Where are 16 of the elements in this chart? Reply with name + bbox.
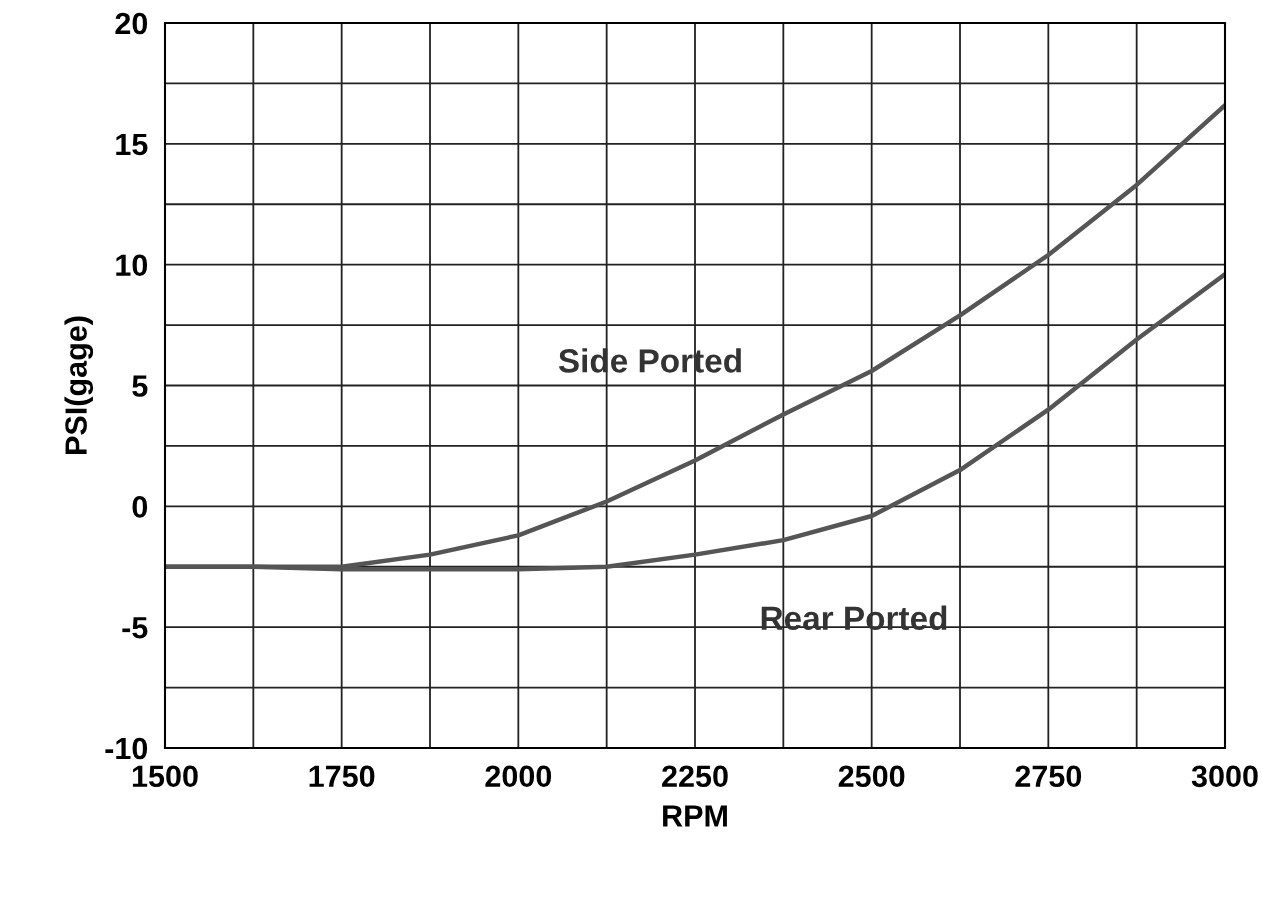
y-tick-label: -5 (122, 617, 148, 639)
x-tick-label: 2000 (485, 765, 552, 788)
x-tick-label: 1750 (309, 765, 375, 788)
y-tick-label: 20 (115, 12, 148, 35)
y-tick-label: 5 (132, 375, 148, 397)
x-tick-label: 2250 (662, 765, 728, 788)
y-tick-label: 15 (116, 133, 148, 156)
y-axis-title: PSI(gage) (64, 316, 94, 454)
x-axis-title: RPM (663, 805, 727, 827)
y-tick-label: 10 (116, 254, 148, 277)
y-tick-label: -10 (105, 737, 148, 760)
y-tick-label: 0 (132, 496, 148, 518)
x-tick-label: 1500 (132, 765, 198, 788)
x-tick-label: 2750 (1015, 765, 1082, 788)
x-tick-label: 2500 (838, 765, 905, 788)
x-tick-label: 3000 (1191, 765, 1258, 788)
